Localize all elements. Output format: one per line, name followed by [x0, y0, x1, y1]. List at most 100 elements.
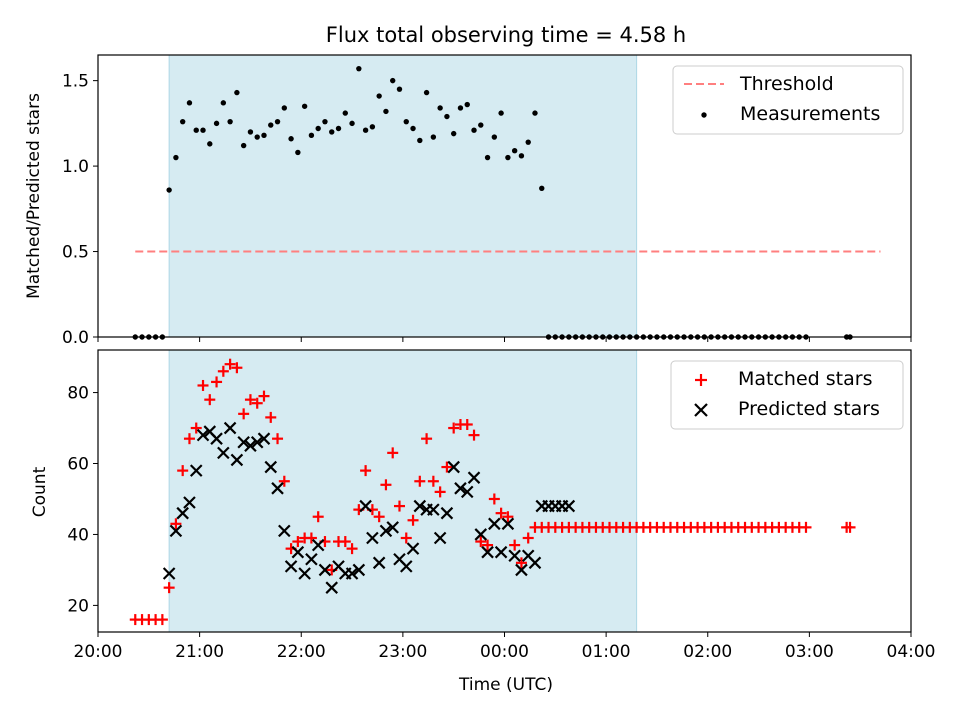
predicted-star-point: [162, 567, 176, 580]
measurement-point: [254, 134, 260, 140]
top-y-tick-label: 0.5: [62, 243, 89, 263]
predicted-star-point: [298, 567, 311, 580]
predicted-star-point: [345, 567, 359, 580]
measurement-point: [457, 105, 464, 111]
predicted-star-point: [413, 499, 427, 513]
measurement-point: [491, 134, 498, 140]
measurement-point: [349, 120, 355, 127]
measurement-point: [301, 103, 308, 109]
measurement-point: [430, 134, 437, 140]
measurement-point: [335, 125, 342, 132]
measurement-point: [322, 118, 328, 125]
matched-star-point: [231, 362, 243, 374]
measurement-point: [525, 139, 531, 145]
matched-star-point: [163, 582, 175, 594]
predicted-star-point: [244, 439, 257, 453]
predicted-star-point: [528, 556, 542, 570]
predicted-star-point: [264, 460, 278, 474]
predicted-star-point: [189, 464, 203, 477]
matched-star-point: [204, 394, 216, 406]
measurement-point: [342, 110, 348, 116]
matched-star-point: [448, 422, 460, 434]
predicted-star-point: [494, 545, 508, 559]
measurement-point: [437, 105, 443, 111]
matched-star-point: [360, 465, 372, 477]
bottom-panel: 20:00 21:00 22:00 23:00 00:00 01:00 02:00 03:00…: [30, 349, 936, 695]
measurement-point: [281, 105, 288, 111]
measurement-point: [464, 101, 470, 108]
top-panel: 0.0 0.5 1.0 1.5 Matched/Predicted stars Thr…: [24, 54, 912, 348]
legend-measurements-swatch: [701, 112, 707, 118]
top-y-tick-label: 1.0: [62, 157, 89, 177]
measurement-point: [200, 127, 206, 133]
predicted-star-point: [399, 560, 413, 573]
top-legend: Threshold Measurements: [672, 65, 904, 135]
x-tick-label: 01:00: [582, 642, 631, 662]
measurement-point: [396, 86, 403, 92]
predicted-star-point: [562, 499, 576, 513]
matched-star-point: [177, 465, 189, 477]
predicted-star-point: [257, 432, 271, 445]
matched-star-point: [272, 433, 284, 445]
measurement-point: [403, 118, 409, 125]
measurement-point: [213, 120, 220, 127]
x-tick-label: 04:00: [887, 642, 936, 662]
measurement-point: [478, 122, 484, 128]
legend-matched-swatch: [695, 374, 707, 386]
x-tick-label: 00:00: [480, 642, 529, 662]
x-tick-label: 02:00: [683, 642, 732, 662]
measurement-point: [450, 130, 457, 137]
predicted-star-point: [196, 428, 210, 442]
bottom-shaded-interval: [168, 349, 638, 633]
bottom-y-tick-label: 20: [67, 596, 89, 616]
predicted-star-point: [433, 531, 447, 545]
matched-star-point: [278, 475, 290, 487]
measurement-point: [471, 127, 477, 133]
matched-star-point: [292, 536, 304, 548]
matched-star-point: [156, 614, 168, 626]
matched-star-point: [515, 557, 527, 569]
predicted-star-point: [278, 524, 291, 538]
predicted-star-point: [305, 553, 318, 566]
legend-matched-label: Matched stars: [738, 368, 872, 390]
matched-star-point: [312, 511, 324, 523]
matched-star-point: [190, 422, 202, 434]
measurement-point: [261, 132, 267, 139]
bottom-series-marks: [129, 358, 856, 626]
matched-star-point: [305, 532, 317, 544]
matched-star-point: [197, 379, 209, 391]
matched-star-point: [441, 461, 453, 473]
measurement-point: [423, 89, 430, 96]
measurement-point: [498, 110, 504, 116]
predicted-star-point: [183, 496, 196, 509]
predicted-star-point: [311, 538, 325, 552]
predicted-star-point: [169, 524, 183, 538]
predicted-star-point: [501, 517, 515, 531]
matched-star-point: [170, 518, 182, 530]
top-legend-box: [672, 65, 904, 135]
matched-star-point: [258, 390, 270, 402]
x-tick-label: 22:00: [277, 642, 326, 662]
bottom-legend: Matched stars Predicted stars: [670, 360, 904, 430]
predicted-star-point: [406, 542, 420, 555]
predicted-star-point: [271, 482, 284, 495]
bottom-ticks: 20:00 21:00 22:00 23:00 00:00 01:00 02:00 03:00…: [67, 384, 935, 662]
measurement-point: [417, 137, 423, 144]
measurement-point: [329, 129, 335, 135]
predicted-star-point: [474, 528, 488, 541]
measurement-point: [369, 124, 376, 130]
measurement-point: [484, 154, 491, 161]
matched-star-point: [482, 539, 494, 551]
matched-star-point: [407, 514, 419, 526]
measurement-point: [376, 93, 382, 99]
predicted-star-point: [372, 556, 386, 570]
bottom-y-tick-label: 40: [67, 525, 89, 545]
bottom-legend-box: [670, 360, 904, 430]
predicted-star-point: [217, 446, 230, 460]
matched-star-point: [183, 433, 195, 445]
predicted-star-point: [481, 545, 494, 559]
matched-star-point: [461, 418, 473, 430]
measurement-point: [444, 113, 450, 120]
matched-star-point: [522, 532, 534, 544]
top-y-tick-label: 0.0: [62, 328, 89, 348]
